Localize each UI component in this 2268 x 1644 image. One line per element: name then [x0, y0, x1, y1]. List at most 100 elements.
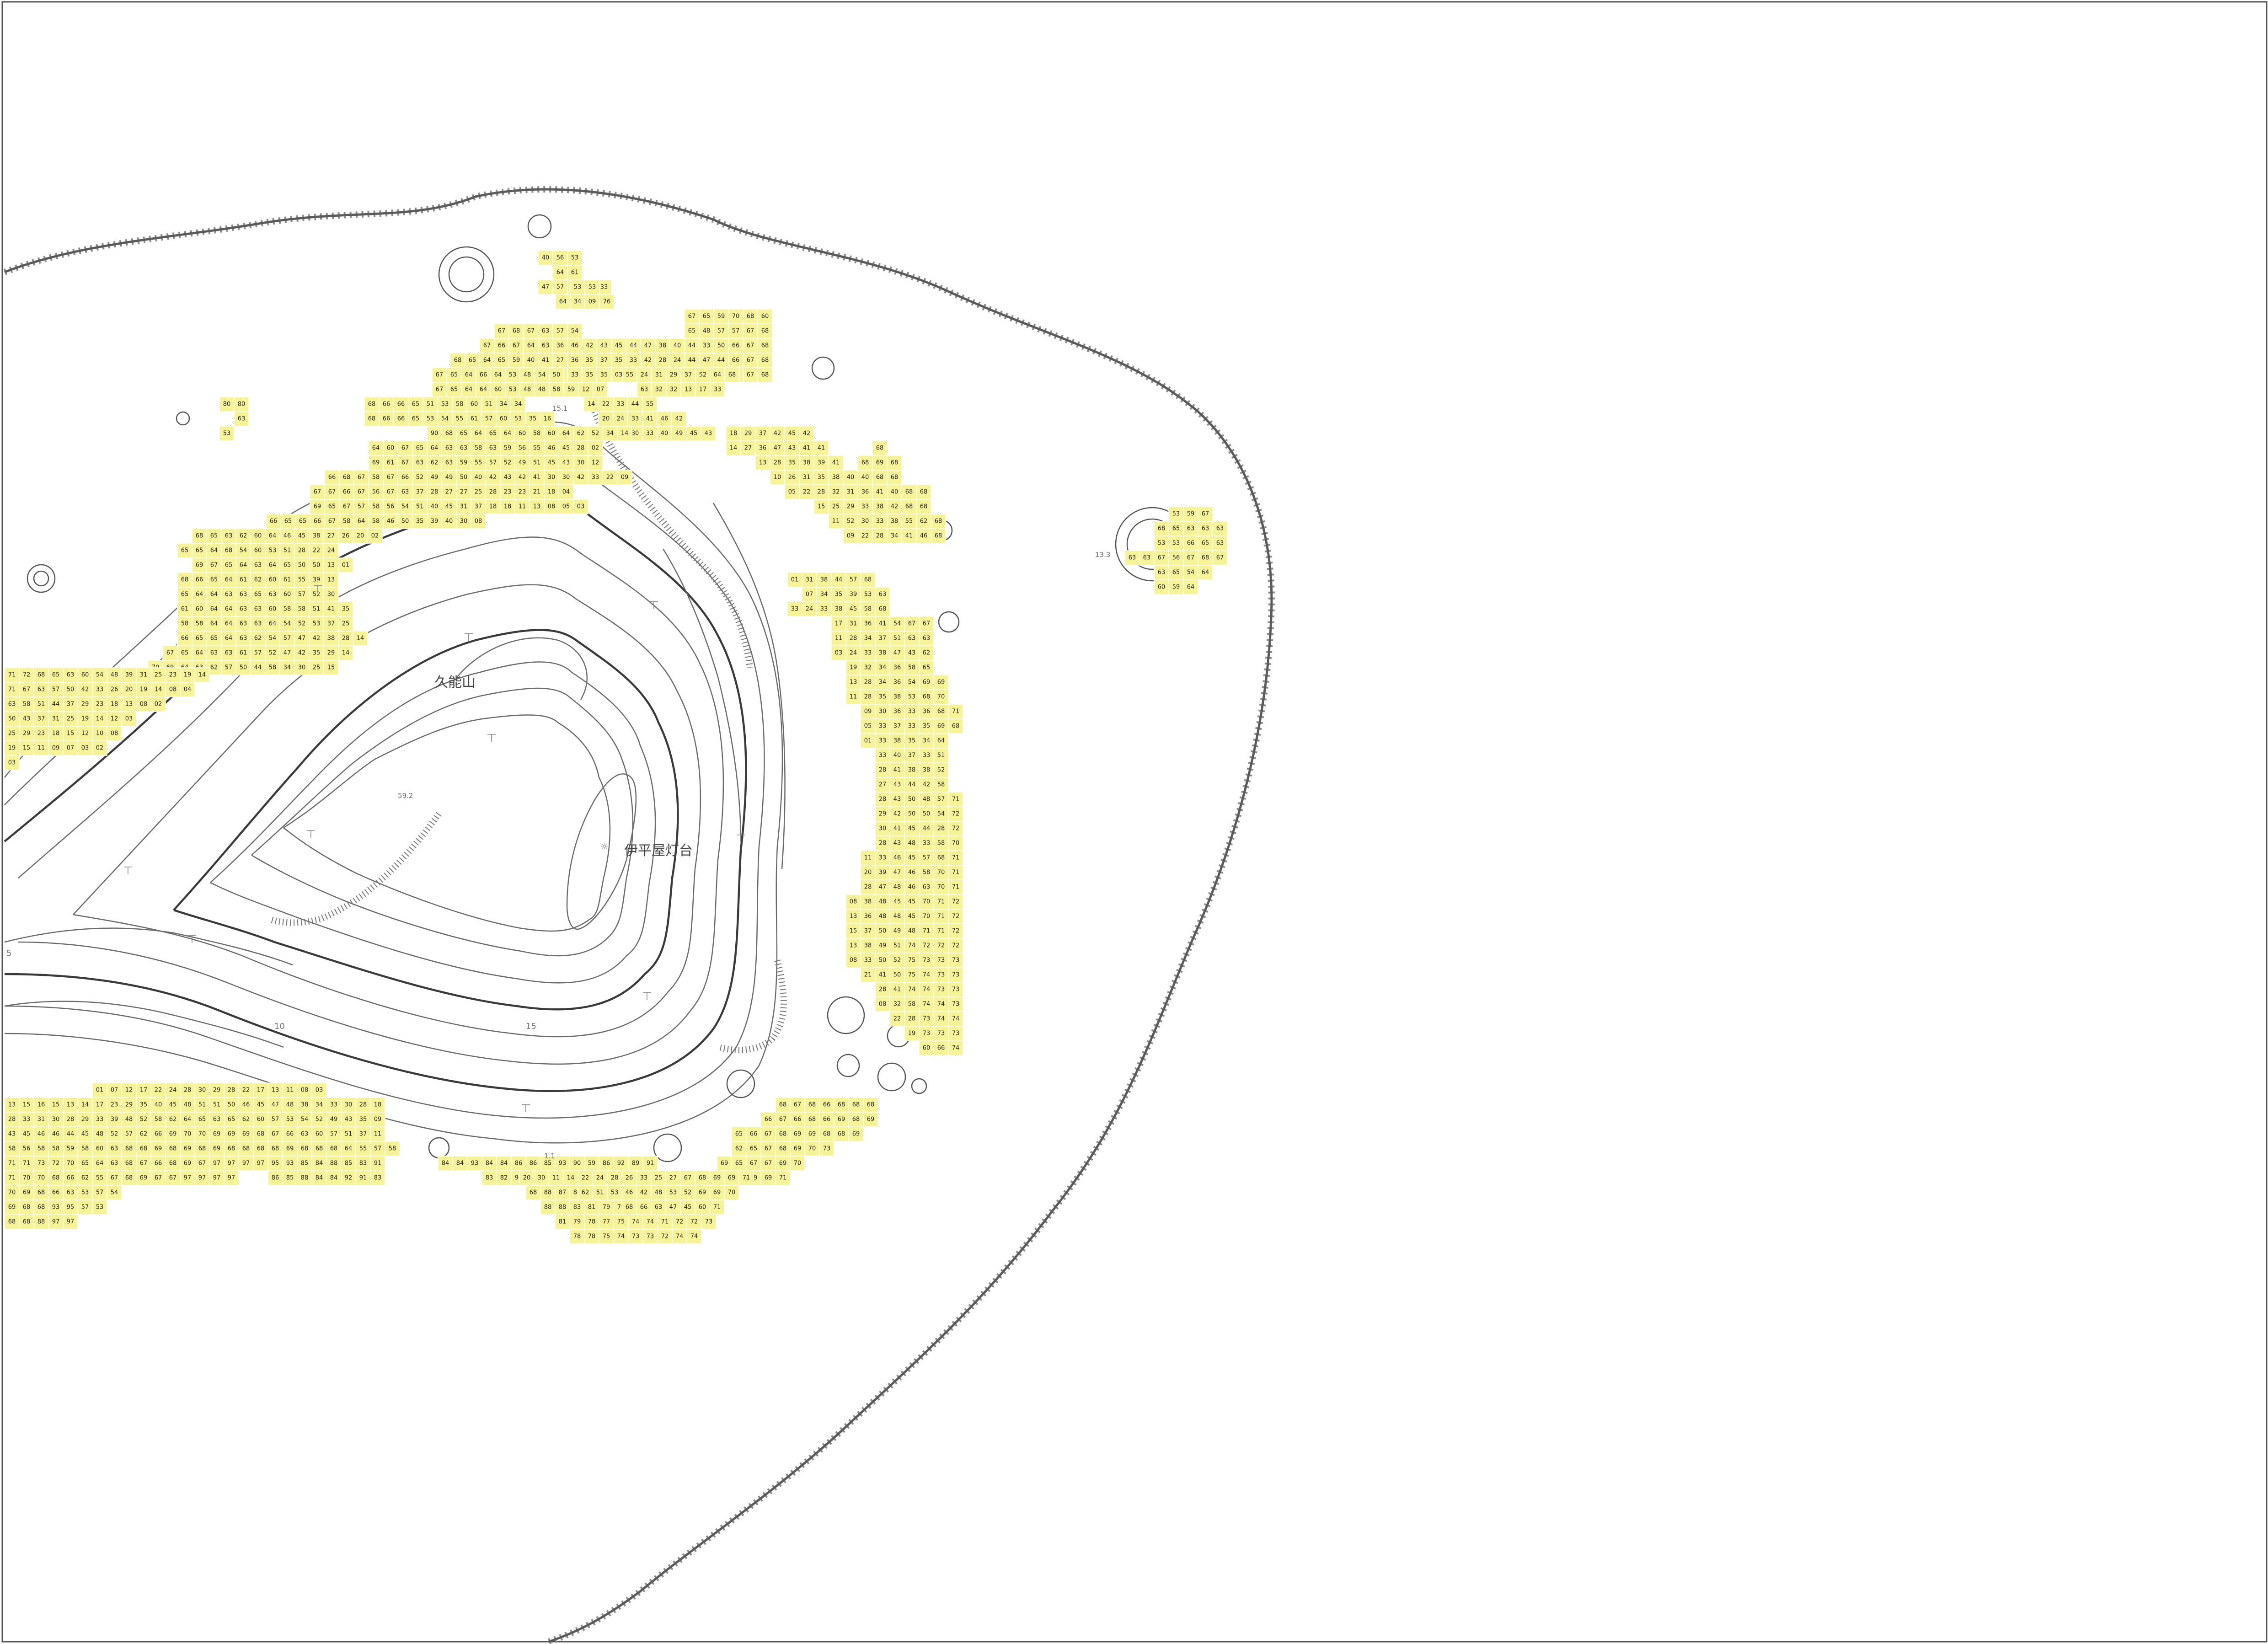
grid-cell — [802, 572, 817, 588]
grid-cell-value: 22 — [242, 1087, 250, 1094]
grid-cell-value: 68 — [779, 1146, 787, 1152]
grid-cell — [860, 631, 876, 646]
grid-cell-value: 84 — [456, 1160, 464, 1167]
grid-cell — [904, 748, 920, 763]
grid-cell-value: 63 — [908, 635, 916, 642]
grid-cell — [919, 675, 934, 690]
grid-cell-value: 59 — [567, 386, 575, 393]
grid-cell-value: 97 — [198, 1175, 206, 1182]
grid-cell-value: 83 — [486, 1175, 493, 1182]
grid-cell-value: 51 — [198, 1102, 206, 1108]
grid-cell — [4, 1126, 20, 1142]
grid-cell-value: 35 — [586, 372, 594, 379]
grid-cell-value: 33 — [23, 1116, 31, 1123]
grid-cell — [370, 1097, 385, 1113]
grid-cell — [904, 996, 920, 1012]
grid-cell-value: 03 — [125, 716, 133, 723]
grid-cell-value: 61 — [240, 577, 247, 584]
grid-cell — [323, 557, 339, 573]
grid-cell-value: 61 — [571, 269, 579, 276]
grid-cell — [383, 484, 398, 500]
grid-cell-value: 63 — [37, 686, 45, 693]
grid-cell-value: 23 — [519, 489, 526, 496]
grid-cell-value: 46 — [284, 533, 291, 540]
grid-cell-value: 48 — [908, 928, 916, 935]
grid-cell-value: 67 — [750, 1160, 758, 1167]
grid-cell-value: 69 — [8, 1204, 16, 1211]
grid-cell — [311, 1097, 327, 1113]
grid-cell — [770, 470, 785, 485]
grid-cell — [919, 1040, 934, 1056]
grid-cell — [933, 967, 949, 983]
stairways — [268, 410, 787, 1053]
grid-cell-value: 42 — [675, 416, 683, 423]
grid-cell-value: 64 — [562, 430, 570, 437]
grid-cell-value: 68 — [935, 533, 942, 540]
grid-cell-value: 32 — [893, 1001, 901, 1008]
grid-cell — [294, 645, 310, 661]
grid-cell-value: 33 — [571, 372, 579, 379]
grid-cell-value: 45 — [298, 533, 306, 540]
grid-cell — [570, 294, 585, 310]
grid-cell-value: 78 — [588, 1233, 596, 1240]
grid-cell-value: 33 — [791, 606, 799, 613]
grid-cell-value: 48 — [879, 913, 887, 920]
grid-cell-value: 65 — [1172, 569, 1180, 576]
grid-cell-value: 33 — [923, 752, 931, 759]
grid-cell — [150, 1126, 166, 1142]
grid-cell-value: 40 — [891, 489, 899, 496]
grid-cell-value: 38 — [893, 738, 901, 744]
grid-cell-value: 63 — [445, 460, 453, 466]
grid-cell — [323, 587, 339, 602]
grid-cell-value: 57 — [937, 796, 945, 803]
grid-cell — [423, 411, 438, 427]
grid-cell — [680, 367, 696, 383]
grid-cell-value: 68 — [225, 547, 233, 554]
grid-cell — [875, 733, 890, 749]
grid-cell — [368, 499, 384, 514]
grid-cell-value: 41 — [533, 474, 541, 481]
grid-cell — [295, 514, 310, 529]
grid-cell-value: 64 — [465, 386, 473, 393]
grid-cell — [267, 1112, 283, 1127]
grid-cell-value: 73 — [923, 1016, 931, 1023]
grid-cell-value: 43 — [345, 1116, 353, 1123]
grid-cell-value: 56 — [519, 445, 526, 452]
grid-cell — [221, 587, 236, 602]
grid-cell — [684, 309, 700, 324]
grid-cell-value: 63 — [240, 635, 247, 642]
grid-cell-value: 66 — [383, 416, 390, 423]
grid-cell-value: 58 — [908, 664, 916, 671]
grid-cell-value: 68 — [169, 1146, 177, 1152]
grid-cell-value: 64 — [714, 372, 722, 379]
grid-cell-value: 49 — [431, 474, 439, 481]
grid-cell-value: 63 — [210, 650, 218, 657]
grid-cell-value: 04 — [184, 686, 192, 693]
grid-cell-value: 49 — [675, 430, 683, 437]
grid-cell — [471, 484, 486, 500]
grid-cell-value: 43 — [600, 343, 608, 349]
grid-cell — [379, 411, 394, 427]
grid-cell — [121, 1141, 137, 1157]
grid-cell-value: 67 — [765, 1131, 772, 1138]
grid-cell — [177, 587, 193, 602]
grid-cell-value: 59 — [67, 1146, 75, 1152]
grid-cell — [588, 470, 603, 485]
grid-cell — [326, 1141, 342, 1157]
grid-cell-value: 70 — [728, 1189, 736, 1196]
grid-cell — [931, 514, 946, 529]
grid-cell — [311, 1112, 327, 1127]
grid-cell-value: 30 — [298, 664, 306, 671]
grid-cell-value: 41 — [832, 460, 840, 466]
grid-cell-value: 13 — [850, 942, 857, 949]
grid-cell-value: 38 — [803, 460, 811, 466]
grid-cell-value: 09 — [847, 533, 855, 540]
grid-cell-value: 68 — [920, 489, 928, 496]
grid-cell-value: 28 — [864, 884, 872, 891]
grid-cell-value: 93 — [286, 1160, 294, 1167]
grid-cell-value: 44 — [908, 782, 916, 788]
grid-cell-value: 34 — [574, 299, 582, 305]
